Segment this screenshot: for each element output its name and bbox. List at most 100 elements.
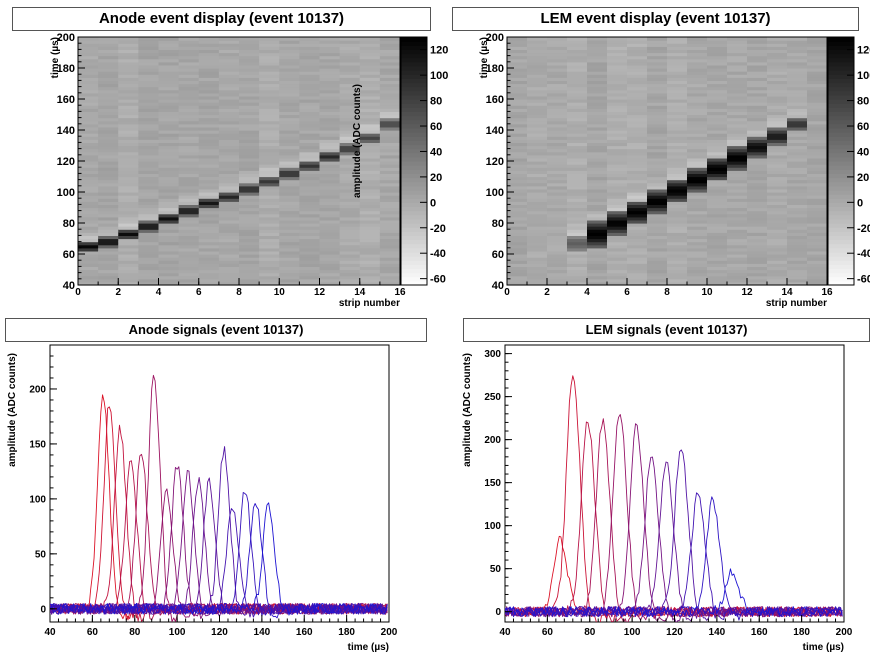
anode-display-cell [118, 185, 139, 190]
anode-display-cell [239, 269, 260, 274]
lem-display-cell [687, 210, 708, 215]
lem-display-cell [527, 148, 548, 153]
lem-display-cell [787, 55, 808, 60]
anode-display-cell [339, 167, 361, 171]
anode-display-cell [158, 154, 180, 159]
anode-display-cell [359, 114, 381, 119]
anode-display-cell [279, 71, 300, 75]
anode-display-cell [98, 139, 119, 143]
lem-display-cell [587, 58, 608, 63]
anode-display-cell [158, 207, 180, 212]
anode-display-cell [279, 61, 300, 66]
anode-display-cell [198, 216, 220, 221]
lem-display-cell [727, 185, 748, 190]
lem-display-cell [587, 260, 608, 264]
lem-display-cell [787, 272, 808, 277]
anode-display-cell [299, 244, 321, 249]
lem-display-cell [507, 201, 528, 205]
anode-display-cell [259, 235, 280, 240]
lem-display-cell [807, 157, 828, 162]
anode-display-cell [138, 204, 160, 209]
lem-display-cell [587, 120, 608, 125]
lem-display-cell [767, 111, 788, 116]
lem-display-cell [727, 95, 748, 100]
anode-display-cell [158, 157, 180, 162]
lem-display-cell [647, 55, 668, 60]
anode-display-cell [339, 201, 361, 205]
anode-display-cell [178, 182, 200, 187]
anode-display-cell [339, 185, 361, 190]
lem-display-cell [667, 83, 688, 88]
anode-display-cell [299, 80, 321, 85]
lem-display-cell [767, 64, 788, 69]
anode-display-cell [218, 235, 240, 240]
anode-display-cell [138, 126, 160, 131]
anode-signals-xtick-label: 180 [338, 627, 355, 638]
anode-display-cell [319, 232, 341, 236]
lem-display-cell [747, 77, 768, 81]
lem-display-cell [507, 185, 528, 190]
lem-display-cell [527, 269, 548, 274]
anode-display-palette-step [401, 169, 427, 174]
lem-display-cell [647, 61, 668, 66]
anode-display-cell [279, 58, 300, 63]
anode-display-cell [118, 213, 139, 218]
lem-display-cell [607, 64, 628, 69]
anode-display-palette-step [401, 115, 427, 121]
anode-display-cell [379, 108, 401, 112]
lem-display-cell [767, 247, 788, 252]
lem-display-cell [567, 254, 588, 258]
lem-display-cell [607, 179, 628, 184]
lem-display-cell [787, 247, 808, 252]
lem-display-cell [807, 111, 828, 116]
lem-display-cell [767, 117, 788, 122]
anode-display-cell [239, 111, 260, 116]
anode-display-cell [198, 219, 220, 224]
lem-display-cell [527, 86, 548, 91]
anode-display-cell [118, 55, 139, 60]
anode-display-cell [379, 68, 401, 72]
anode-display-cell [218, 145, 240, 150]
anode-display-cell [78, 216, 99, 221]
lem-display-cell [647, 142, 668, 147]
anode-display-cell [299, 55, 321, 60]
lem-display-cell [507, 64, 528, 69]
anode-display-cell [239, 40, 260, 44]
anode-display-cell [218, 219, 240, 224]
lem-display-cell [507, 52, 528, 57]
anode-display-cell [218, 117, 240, 122]
lem-display-cell [587, 250, 608, 255]
anode-display-cell [339, 37, 361, 41]
anode-display-cell [299, 216, 321, 221]
lem-display-cell [747, 223, 768, 227]
lem-display-palette-step [828, 119, 854, 125]
lem-display-cell [747, 260, 768, 264]
anode-display-cell [239, 219, 260, 224]
lem-display-cell [687, 80, 708, 85]
lem-display-cell [787, 77, 808, 81]
anode-display-cell [178, 226, 200, 230]
anode-display-cell [198, 161, 220, 165]
anode-display-cell [339, 281, 361, 286]
lem-display-cell [807, 232, 828, 236]
lem-display-cell [707, 99, 728, 103]
lem-display-cell [587, 43, 608, 47]
lem-display-cell [547, 49, 568, 54]
anode-display-cell [339, 105, 361, 109]
anode-display-cell [218, 49, 240, 54]
lem-display-cell [587, 77, 608, 81]
anode-display-cell [218, 126, 240, 131]
lem-signals-xlabel: time (µs) [803, 642, 844, 653]
lem-display-cell [607, 117, 628, 122]
anode-display-cell [78, 92, 99, 97]
lem-display-cells [507, 37, 828, 286]
lem-display-cell [567, 226, 588, 230]
lem-display-palette-step [828, 202, 854, 208]
lem-display-cell [647, 154, 668, 159]
anode-display-cell [98, 238, 119, 243]
lem-display-cell [647, 257, 668, 261]
anode-display-cell [239, 210, 260, 215]
lem-display-cell [767, 173, 788, 178]
anode-display-cell [118, 83, 139, 88]
anode-signals-ytick-label: 150 [29, 439, 46, 450]
